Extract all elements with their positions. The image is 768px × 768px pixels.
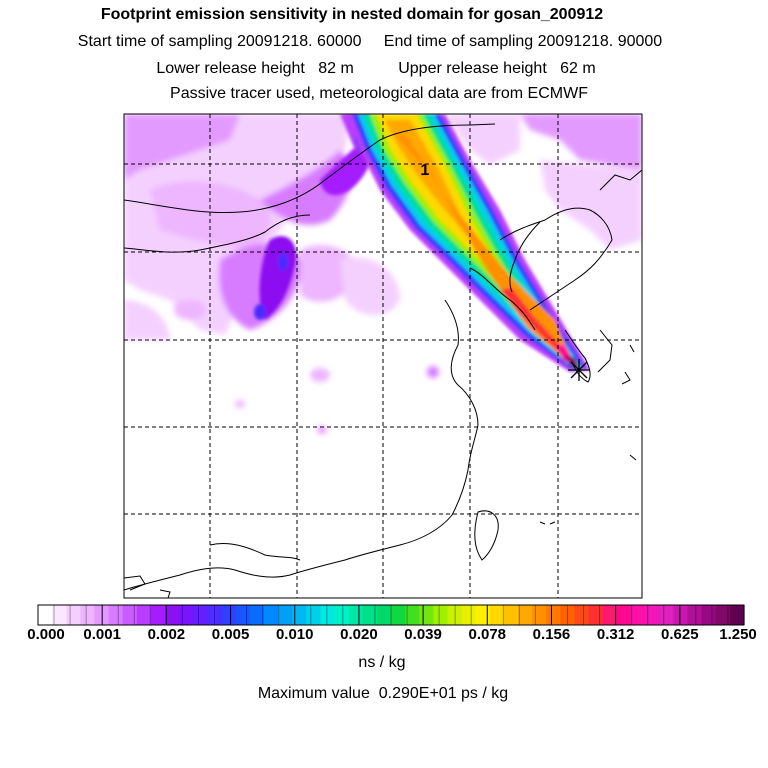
map-frame xyxy=(123,113,643,599)
colorbar-tick-label: 0.156 xyxy=(532,626,571,643)
colorbar-cell xyxy=(136,605,152,625)
colorbar-cell xyxy=(574,605,590,625)
colorbar-cell xyxy=(320,605,336,625)
colorbar-cell xyxy=(433,605,449,625)
colorbar-tick-label: 0.078 xyxy=(468,626,507,643)
plot-title: Footprint emission sensitivity in nested… xyxy=(100,6,604,23)
colorbar-tick-label: 0.000 xyxy=(27,626,65,643)
plume-marker-label: 1 xyxy=(421,162,430,179)
colorbar-cell xyxy=(645,605,660,625)
colorbar-cell xyxy=(292,605,307,625)
colorbar-cell xyxy=(447,605,463,625)
colorbar-cell xyxy=(546,605,562,625)
colorbar-cell xyxy=(588,605,604,625)
colorbar-cell xyxy=(249,605,265,625)
colorbar-cell xyxy=(278,605,293,625)
colorbar-cell xyxy=(532,605,547,625)
colorbar-cells xyxy=(38,605,745,625)
colorbar-cell xyxy=(193,605,209,625)
colorbar-cell xyxy=(122,605,138,625)
colorbar-cell xyxy=(673,605,689,625)
sampling-time-line: Start time of sampling 20091218. 60000 E… xyxy=(77,33,663,50)
colorbar-cell xyxy=(602,605,618,625)
colorbar-tick-label: 0.625 xyxy=(661,626,699,643)
colorbar-cell xyxy=(376,605,392,625)
colorbar-cell xyxy=(362,605,378,625)
colorbar-tick-label: 0.001 xyxy=(83,626,121,643)
colorbar-cell xyxy=(179,605,194,625)
colorbar-cell xyxy=(518,605,533,625)
colorbar-ticks xyxy=(37,605,745,625)
colorbar-tick-label: 0.005 xyxy=(211,626,250,643)
release-height-line: Lower release height 82 m Upper release … xyxy=(156,60,596,77)
colorbar-cell xyxy=(38,605,53,625)
colorbar-cell xyxy=(405,605,420,625)
colorbar-tick-label: 1.250 xyxy=(719,626,757,643)
colorbar-cell xyxy=(729,605,745,625)
colorbar-cell xyxy=(80,605,96,625)
colorbar-cell xyxy=(419,605,434,625)
colorbar-tick-label: 0.002 xyxy=(147,626,186,643)
colorbar-cell xyxy=(165,605,180,625)
tracer-info-line: Passive tracer used, meteorological data… xyxy=(170,85,588,102)
colorbar-cell xyxy=(334,605,350,625)
colorbar-cell xyxy=(235,605,251,625)
maximum-value: Maximum value 0.290E+01 ps / kg xyxy=(257,685,509,702)
colorbar-cell xyxy=(348,605,364,625)
colorbar-tick-label: 0.312 xyxy=(596,626,635,643)
map-field xyxy=(124,114,642,598)
colorbar-cell xyxy=(66,605,81,625)
colorbar-cell xyxy=(461,605,477,625)
colorbar-cell xyxy=(207,605,223,625)
colorbar-cell xyxy=(715,605,731,625)
colorbar-frame xyxy=(37,604,745,626)
colorbar-cell xyxy=(701,605,717,625)
coastlines xyxy=(124,123,642,598)
colorbar-cell xyxy=(150,605,166,625)
colorbar-cell xyxy=(616,605,632,625)
receptor-star-icon xyxy=(568,359,590,381)
colorbar-cell xyxy=(560,605,576,625)
low-sensitivity-field xyxy=(124,114,642,434)
colorbar-cell xyxy=(306,605,321,625)
colorbar-tick-label: 0.020 xyxy=(340,626,378,643)
colorbar-units: ns / kg xyxy=(358,654,406,671)
lat-lon-grid xyxy=(124,114,642,598)
colorbar-cell xyxy=(631,605,646,625)
colorbar-cell xyxy=(489,605,505,625)
colorbar-cell xyxy=(263,605,279,625)
colorbar-cell xyxy=(503,605,519,625)
colorbar-cell xyxy=(221,605,237,625)
colorbar-cell xyxy=(687,605,703,625)
colorbar-cell xyxy=(108,605,124,625)
colorbar-cell xyxy=(475,605,491,625)
colorbar-cell xyxy=(52,605,67,625)
colorbar-tick-label: 0.039 xyxy=(404,626,442,643)
colorbar-tick-label: 0.010 xyxy=(275,626,314,643)
colorbar-cell xyxy=(659,605,674,625)
colorbar-cell xyxy=(391,605,406,625)
